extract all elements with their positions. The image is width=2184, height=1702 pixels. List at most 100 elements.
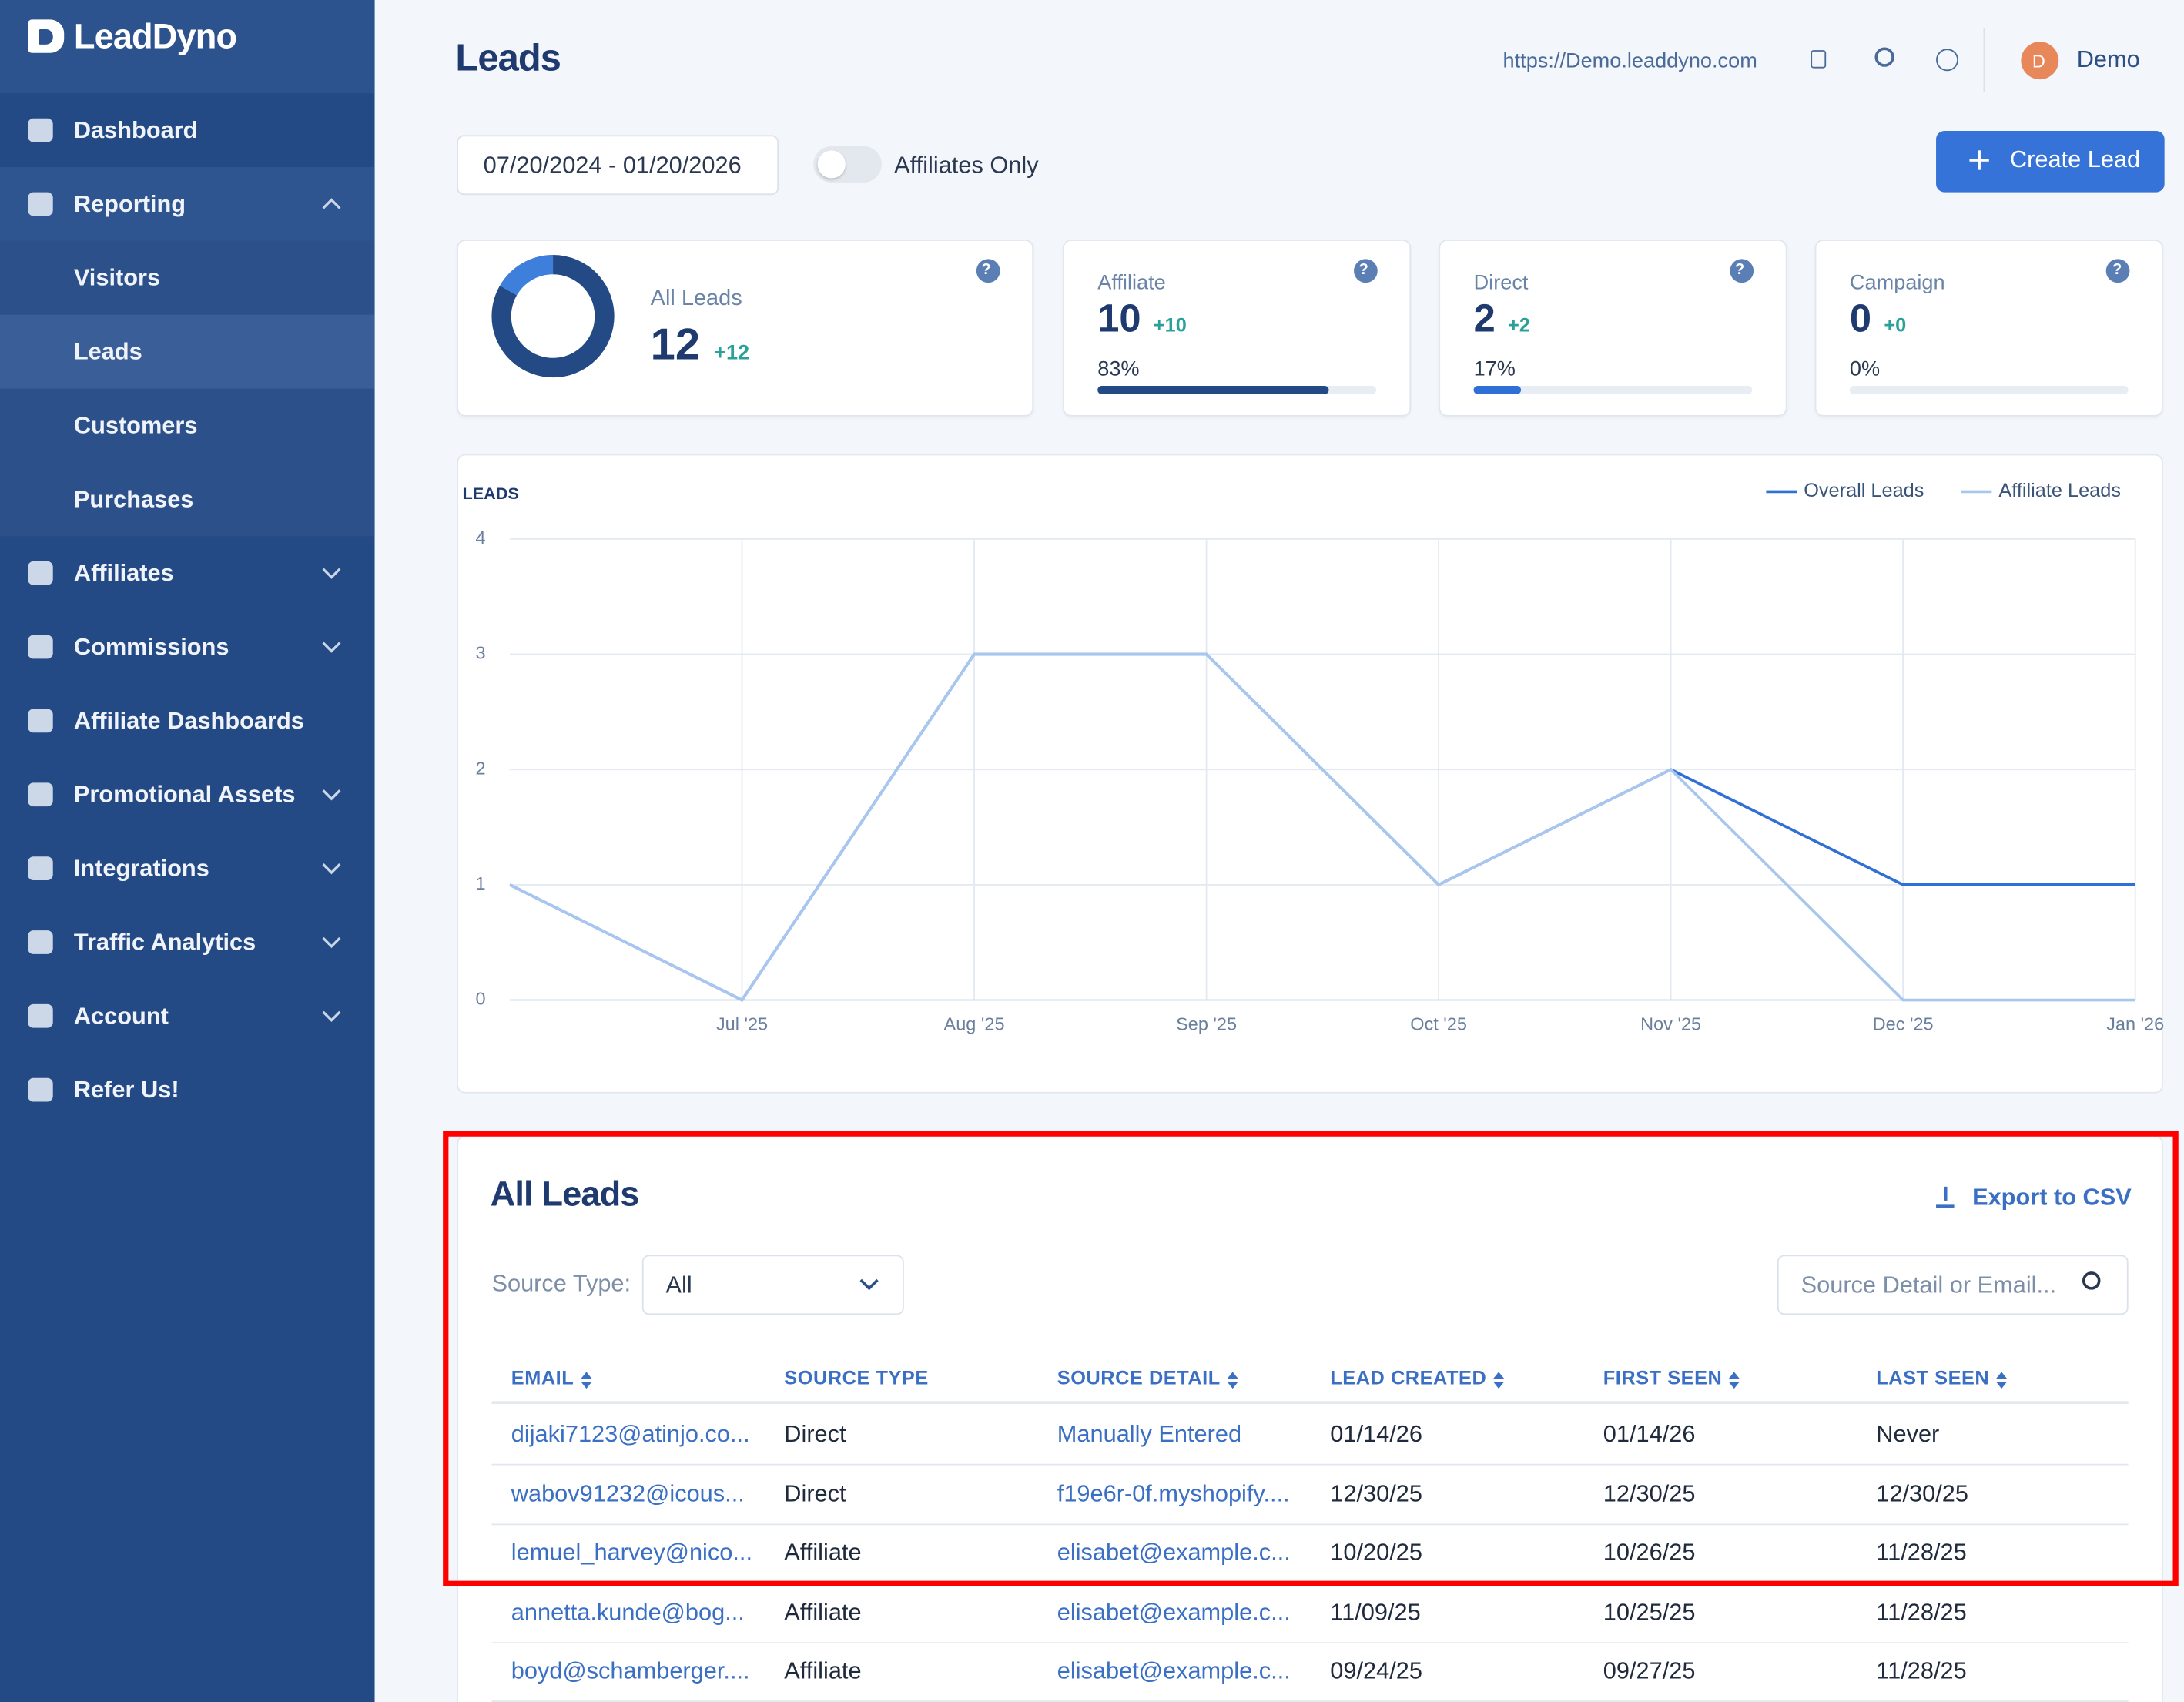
sort-icon-down[interactable]	[1729, 1381, 1740, 1389]
avatar[interactable]	[2021, 42, 2059, 80]
menu-item[interactable]: Refer Us!	[0, 1053, 375, 1127]
avatar-initial[interactable]: D	[2032, 50, 2045, 72]
stat-label: Affiliate	[1097, 270, 1166, 295]
create-button[interactable]: Create Lead	[1936, 130, 2165, 193]
submenu-label[interactable]: Customers	[73, 411, 198, 438]
table-cell: 12/30/25	[1876, 1479, 1968, 1507]
submenu-label[interactable]: Purchases	[73, 485, 194, 512]
sort-icon[interactable]	[1729, 1371, 1740, 1379]
table-cell: 11/28/25	[1876, 1657, 1967, 1685]
column-header[interactable]: EMAIL	[511, 1365, 592, 1389]
submenu-item[interactable]: Leads	[0, 314, 375, 389]
column-header[interactable]: SOURCE DETAIL	[1057, 1365, 1239, 1389]
column-header[interactable]: LAST SEEN	[1876, 1365, 2008, 1389]
menu-label[interactable]: Account	[73, 1002, 169, 1029]
menu-item[interactable]: Traffic Analytics	[0, 906, 375, 980]
table-cell[interactable]: boyd@schamberger....	[511, 1657, 750, 1685]
search-box[interactable]	[1777, 1255, 2129, 1315]
help-icon[interactable]	[1936, 49, 1958, 72]
sort-icon[interactable]	[581, 1371, 592, 1379]
menu-icon	[28, 192, 53, 216]
help-badge[interactable]	[1354, 259, 1378, 283]
copy-icon[interactable]	[1811, 50, 1827, 69]
table-cell[interactable]: f19e6r-0f.myshopify....	[1057, 1479, 1290, 1507]
highlight-box	[443, 1131, 2179, 1586]
help-badge[interactable]	[1730, 259, 1754, 283]
menu-label[interactable]: Affiliate Dashboards	[73, 706, 304, 734]
menu-icon	[28, 635, 53, 659]
table-cell[interactable]: elisabet@example.c...	[1057, 1657, 1291, 1685]
row-rule	[491, 1641, 2129, 1643]
menu-label[interactable]: Affiliates	[73, 559, 174, 586]
stat-delta: +2	[1508, 313, 1530, 336]
table-cell: 10/25/25	[1603, 1598, 1696, 1626]
table-cell: Affiliate	[784, 1539, 862, 1566]
table-cell[interactable]: dijaki7123@atinjo.co...	[511, 1420, 750, 1448]
help-badge[interactable]	[976, 259, 1000, 283]
help-badge[interactable]	[2105, 259, 2130, 283]
date-range[interactable]: 07/20/2024 - 01/20/2026	[483, 151, 742, 178]
submenu-item[interactable]: Visitors	[0, 241, 375, 315]
stat-delta: +12	[714, 341, 750, 365]
header-rule	[491, 1401, 2129, 1404]
stat-label: All Leads	[650, 286, 742, 311]
stat-delta: +10	[1153, 313, 1187, 336]
menu-label[interactable]: Integrations	[73, 854, 209, 881]
submenu-item[interactable]: Customers	[0, 389, 375, 463]
menu-item[interactable]: Integrations	[0, 832, 375, 906]
export-link[interactable]: Export to CSV	[1972, 1184, 2132, 1211]
stat-card: Direct 2 +2 17%	[1439, 240, 1787, 417]
menu-label[interactable]: Promotional Assets	[73, 780, 296, 808]
menu-label[interactable]: Dashboard	[73, 116, 198, 143]
filter-value[interactable]: All	[665, 1271, 692, 1298]
table-cell[interactable]: elisabet@example.c...	[1057, 1598, 1291, 1626]
menu-item[interactable]: Dashboard	[0, 93, 375, 167]
toggle-knob	[817, 150, 846, 179]
sort-icon-down[interactable]	[581, 1381, 592, 1389]
menu-icon	[28, 709, 53, 733]
site-url[interactable]: https://Demo.leaddyno.com	[1502, 49, 1757, 73]
menu-icon	[28, 856, 53, 880]
submenu-label[interactable]: Leads	[73, 337, 142, 364]
menu-item[interactable]: Affiliates	[0, 536, 375, 610]
chart-card	[457, 454, 2163, 1094]
menu-label[interactable]: Traffic Analytics	[73, 928, 256, 955]
menu-icon	[28, 561, 53, 585]
search-placeholder[interactable]: Source Detail or Email...	[1800, 1271, 2057, 1298]
progress-fill	[1473, 385, 1522, 394]
table-cell: 12/30/25	[1603, 1479, 1696, 1507]
table-cell: 12/30/25	[1330, 1479, 1422, 1507]
sort-icon[interactable]	[1227, 1371, 1239, 1379]
date-picker[interactable]	[457, 135, 779, 196]
menu-label[interactable]: Commissions	[73, 632, 229, 660]
submenu-item[interactable]: Purchases	[0, 462, 375, 536]
menu-item[interactable]: Commissions	[0, 610, 375, 684]
menu-label[interactable]: Refer Us!	[73, 1076, 179, 1103]
sort-icon[interactable]	[1493, 1371, 1505, 1379]
sort-icon-down[interactable]	[1996, 1381, 2008, 1389]
menu-item[interactable]: Promotional Assets	[0, 758, 375, 832]
table-cell[interactable]: elisabet@example.c...	[1057, 1539, 1291, 1566]
menu-label[interactable]: Reporting	[73, 189, 186, 217]
table-cell[interactable]: Manually Entered	[1057, 1420, 1242, 1448]
column-header[interactable]: LEAD CREATED	[1330, 1365, 1505, 1389]
table-cell[interactable]: annetta.kunde@bog...	[511, 1598, 745, 1626]
sort-icon[interactable]	[1996, 1371, 2008, 1379]
menu-icon	[28, 1077, 53, 1102]
column-header[interactable]: FIRST SEEN	[1603, 1365, 1740, 1389]
create-label[interactable]: Create Lead	[2009, 146, 2141, 173]
table-cell[interactable]: wabov91232@icous...	[511, 1479, 745, 1507]
sort-icon-down[interactable]	[1227, 1381, 1239, 1389]
menu-item[interactable]: Account	[0, 979, 375, 1053]
menu-item[interactable]: Reporting	[0, 167, 375, 241]
sort-icon-down[interactable]	[1493, 1381, 1505, 1389]
submenu-label[interactable]: Visitors	[73, 263, 161, 291]
menu-item[interactable]: Affiliate Dashboards	[0, 684, 375, 758]
table-cell: 11/09/25	[1330, 1598, 1421, 1626]
export-icon[interactable]	[1936, 1188, 1955, 1208]
table-cell: Direct	[784, 1420, 846, 1448]
stat-percent: 83%	[1097, 357, 1140, 381]
table-cell[interactable]: lemuel_harvey@nico...	[511, 1539, 752, 1566]
search-icon[interactable]	[1874, 47, 1894, 67]
user-name[interactable]: Demo	[2076, 45, 2140, 73]
